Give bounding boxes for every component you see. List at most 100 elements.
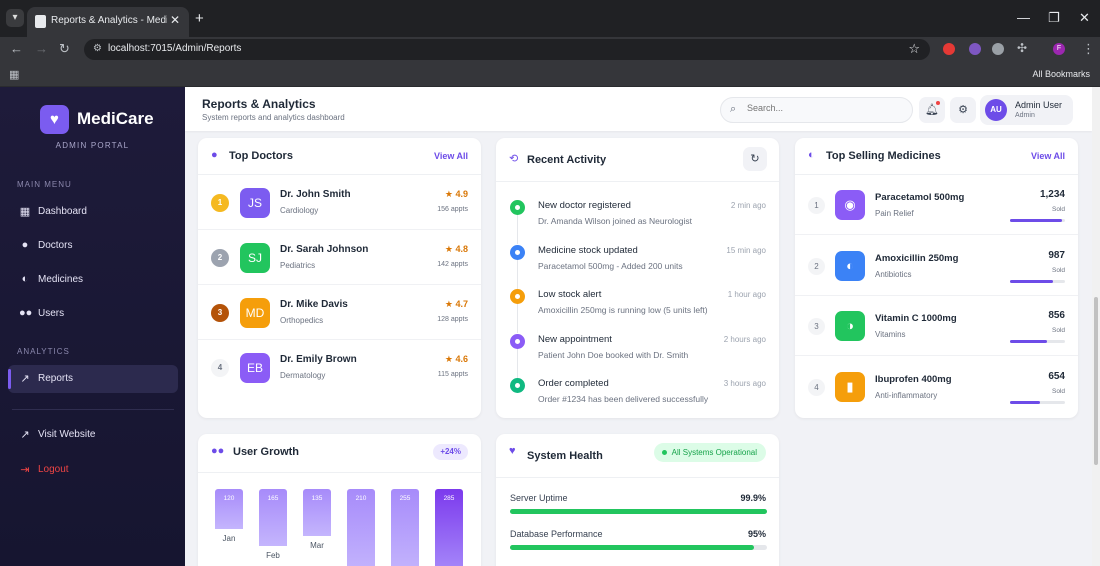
site-info-icon[interactable]: ⚙ [93, 43, 102, 54]
reload-icon[interactable]: ↻ [59, 41, 70, 56]
card-header: ● Top Doctors View All [198, 138, 481, 175]
user-name: Admin User [1015, 100, 1063, 110]
sidebar-item-users[interactable]: ●● Users [8, 300, 178, 328]
bar-value-label: 120 [223, 495, 235, 502]
status-badge: All Systems Operational [653, 443, 766, 462]
sidebar-item-visit-website[interactable]: ↗ Visit Website [8, 421, 178, 449]
extension-pokeball-icon[interactable] [943, 43, 955, 55]
sales-bar-fill [1010, 279, 1053, 283]
activity-item: Order completed Order #1234 has been deli… [496, 374, 779, 419]
medicine-name: Vitamin C 1000mg [875, 313, 957, 324]
chart-icon: ↗ [20, 373, 30, 385]
extensions-puzzle-icon[interactable]: ✣ [1017, 41, 1028, 55]
url-text: localhost:7015/Admin/Reports [108, 43, 242, 54]
activity-time: 2 hours ago [723, 334, 766, 344]
sidebar-item-reports[interactable]: ↗ Reports [8, 365, 178, 393]
timeline-dot-icon [510, 378, 525, 393]
doctor-rating: ★ 4.8 [444, 244, 468, 254]
view-all-doctors-link[interactable]: View All [433, 151, 468, 161]
timeline-dot-icon [510, 333, 525, 349]
timeline-dot-icon [510, 244, 525, 260]
doctor-row[interactable]: 3 MD Dr. Mike Davis Orthopedics ★ 4.7 128 app… [198, 285, 481, 340]
activity-description: Dr. Amanda Wilson joined as Neurologist [538, 216, 693, 226]
sidebar-item-logout[interactable]: ⇥ Logout [8, 456, 178, 484]
close-tab-icon[interactable]: ✕ [169, 13, 180, 27]
notification-dot [936, 101, 940, 105]
forward-icon[interactable]: → [35, 41, 48, 56]
search-box[interactable]: ⌕ [720, 97, 913, 123]
rank-badge: 3 [211, 304, 229, 322]
browser-tab[interactable]: Reports & Analytics - MediCare ✕ [27, 7, 189, 37]
search-input[interactable] [747, 103, 897, 113]
doctor-rating: ★ 4.7 [444, 299, 468, 309]
sidebar-item-dashboard[interactable]: ▦ Dashboard [8, 198, 178, 226]
chrome-menu-icon[interactable]: ⋮ [1082, 41, 1095, 56]
activity-title: New appointment [538, 333, 612, 345]
sales-bar-fill [1010, 219, 1063, 222]
card-title: Top Selling Medicines [826, 150, 941, 162]
user-menu[interactable]: AU Admin User Admin [980, 95, 1073, 125]
sold-label: Sold [1051, 387, 1065, 395]
system-health-card: ♥ System Health All Systems Operational … [496, 434, 779, 566]
doctor-specialty: Dermatology [280, 371, 326, 380]
rank-badge: 1 [211, 194, 229, 212]
metric-value: 99.9% [740, 493, 766, 503]
doctor-appointments: 115 appts [437, 371, 468, 378]
bookmark-star-icon[interactable]: ☆ [908, 41, 920, 56]
apps-grid-icon[interactable]: ▦ [9, 69, 20, 81]
notifications-button[interactable]: 🔔︎ [919, 97, 945, 123]
extension-globe-icon[interactable] [992, 43, 1004, 55]
doctor-name: Dr. Emily Brown [280, 354, 357, 365]
doctor-appointments: 142 appts [437, 261, 468, 268]
activity-item: Medicine stock updated Paracetamol 500mg … [496, 241, 779, 289]
doctor-row[interactable]: 2 SJ Dr. Sarah Johnson Pediatrics ★ 4.8 142 a… [198, 230, 481, 285]
sold-count: 654 [1048, 370, 1065, 382]
logout-icon: ⇥ [20, 464, 30, 476]
back-icon[interactable]: ← [10, 41, 23, 56]
doctor-icon: ● [211, 149, 218, 161]
card-title: System Health [527, 450, 603, 462]
doctor-appointments: 128 appts [437, 316, 468, 323]
medicine-row[interactable]: 1 ◉ Paracetamol 500mg Pain Relief 1,234 Sold [795, 175, 1078, 235]
metric-bar-fill [510, 509, 767, 514]
close-window-icon[interactable]: ✕ [1079, 10, 1090, 25]
tab-search-button[interactable]: ▾ [6, 9, 24, 27]
scrollbar-thumb[interactable] [1094, 297, 1098, 465]
growth-bar: 285 [435, 489, 463, 566]
user-role: Admin [1015, 112, 1035, 119]
main-content: Reports & Analytics System reports and a… [185, 87, 1092, 566]
sales-bar [1010, 340, 1065, 343]
doctor-avatar: MD [240, 298, 270, 328]
bar-month-label: Feb [266, 551, 280, 560]
metric-bar [510, 545, 767, 550]
doctor-specialty: Orthopedics [280, 316, 324, 325]
sidebar-item-medicines[interactable]: ◐ Medicines [8, 266, 178, 294]
all-bookmarks-button[interactable]: All Bookmarks [1032, 69, 1090, 79]
doctor-row[interactable]: 1 JS Dr. John Smith Cardiology ★ 4.9 156 appt… [198, 175, 481, 230]
sidebar-item-doctors[interactable]: ● Doctors [8, 232, 178, 260]
restore-icon[interactable]: ❐ [1048, 10, 1060, 25]
profile-avatar[interactable]: F [1053, 43, 1065, 55]
new-tab-icon[interactable]: + [195, 10, 204, 27]
card-title: Recent Activity [527, 154, 607, 166]
activity-item: New appointment Patient John Doe booked w… [496, 330, 779, 378]
activity-title: Medicine stock updated [538, 244, 638, 256]
activity-description: Patient John Doe booked with Dr. Smith [538, 349, 689, 360]
settings-button[interactable]: ⚙ [950, 97, 976, 123]
doctor-row[interactable]: 4 EB Dr. Emily Brown Dermatology ★ 4.6 115 ap… [198, 340, 481, 395]
doctor-name: Dr. Mike Davis [280, 299, 348, 310]
extension-icon[interactable] [969, 43, 981, 55]
medicine-row[interactable]: 2 ◐ Amoxicillin 250mg Antibiotics 987 Sold [795, 236, 1078, 296]
recent-activity-card: ⟲ Recent Activity ↻ New doctor registere… [496, 138, 779, 418]
view-all-medicines-link[interactable]: View All [1030, 151, 1065, 161]
minimize-icon[interactable]: — [1017, 10, 1030, 25]
page-title: Reports & Analytics [202, 97, 316, 111]
timeline-line [517, 347, 518, 378]
medicine-row[interactable]: 3 ◑ Vitamin C 1000mg Vitamins 856 Sold [795, 296, 1078, 356]
omnibox[interactable]: ⚙ localhost:7015/Admin/Reports ☆ [84, 39, 930, 60]
medicine-row[interactable]: 4 ▮ Ibuprofen 400mg Anti-inflammatory 654 Sol… [795, 357, 1078, 417]
sidebar-divider [12, 409, 174, 410]
doctor-specialty: Cardiology [280, 206, 319, 215]
page-scrollbar[interactable] [1092, 87, 1100, 566]
refresh-button[interactable]: ↻ [743, 147, 767, 171]
